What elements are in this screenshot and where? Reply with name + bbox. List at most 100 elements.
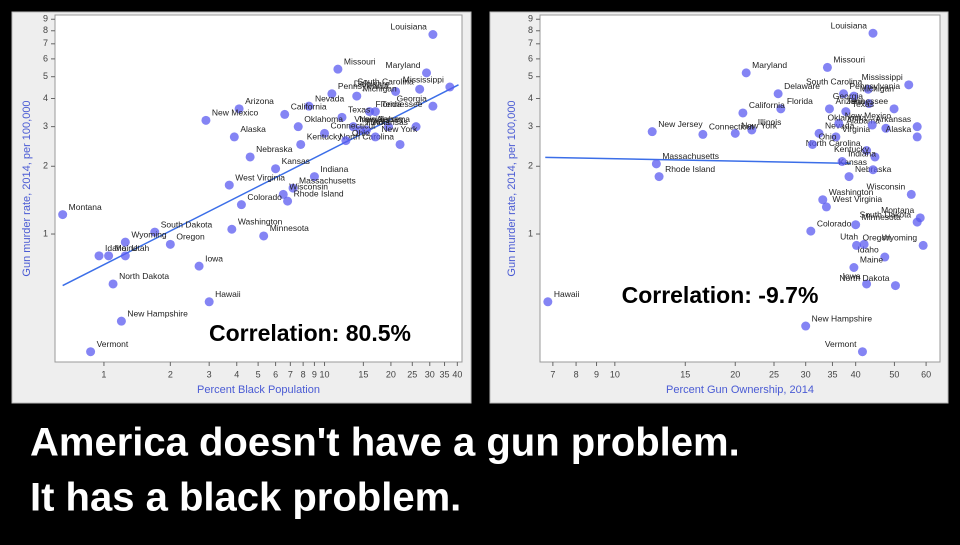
point-label: Delaware [354, 79, 390, 89]
y-tick-label: 7 [528, 38, 533, 48]
point-label: Utah [131, 243, 149, 253]
data-point [355, 125, 365, 135]
data-point [236, 200, 246, 210]
x-tick-label: 7 [550, 369, 555, 379]
data-point [890, 281, 900, 291]
data-point [824, 104, 834, 114]
data-point [881, 123, 891, 133]
data-point [120, 251, 130, 261]
point-label: Kentucky [307, 132, 343, 142]
data-point [818, 195, 828, 205]
point-label: New Mexico [845, 111, 892, 121]
data-point [852, 240, 862, 250]
data-point [698, 129, 708, 139]
data-point [651, 159, 661, 169]
point-label: Maine [860, 255, 883, 265]
point-label: Kansas [282, 156, 310, 166]
data-point [293, 122, 303, 132]
data-point [806, 226, 816, 236]
point-label: Maryland [386, 60, 421, 70]
data-point [912, 217, 922, 227]
y-tick-label: 5 [528, 71, 533, 81]
point-label: Wyoming [882, 233, 918, 243]
point-label: Colorado [247, 192, 282, 202]
point-label: North Dakota [839, 273, 889, 283]
point-label: South Dakota [161, 219, 213, 229]
point-label: Hawaii [215, 289, 241, 299]
point-label: Texas [348, 105, 370, 115]
data-point [234, 104, 244, 114]
point-label: Virginia [354, 114, 382, 124]
data-point [304, 101, 314, 111]
point-label: Arkansas [876, 114, 911, 124]
x-tick-label: 6 [273, 369, 278, 379]
data-point [918, 240, 928, 250]
point-label: West Virginia [235, 172, 285, 182]
point-label: Virginia [842, 124, 870, 134]
point-label: Kansas [839, 157, 867, 167]
data-point [859, 239, 869, 249]
data-point [801, 321, 811, 331]
x-tick-label: 35 [440, 369, 450, 379]
data-point [201, 115, 211, 125]
data-point [94, 251, 104, 261]
data-point [851, 220, 861, 230]
data-point [150, 227, 160, 237]
data-point [395, 139, 405, 149]
data-point [415, 84, 425, 94]
x-tick-label: 15 [358, 369, 368, 379]
point-label: Ohio [352, 128, 370, 138]
point-label: Massachusetts [299, 175, 356, 185]
point-label: New Mexico [212, 108, 259, 118]
annotation: Correlation: 80.5% [209, 320, 411, 346]
point-label: Tennessee [381, 99, 422, 109]
point-label: North Carolina [339, 132, 394, 142]
data-point [309, 172, 319, 182]
point-label: Tennessee [847, 96, 888, 106]
caption-line: It has a black problem. [30, 476, 461, 520]
data-point [422, 68, 432, 78]
point-label: Nebraska [256, 144, 293, 154]
data-point [104, 251, 114, 261]
x-tick-label: 8 [574, 369, 579, 379]
point-label: Wyoming [131, 229, 167, 239]
point-label: Illinois [758, 117, 782, 127]
data-point [108, 279, 118, 289]
point-label: New York [381, 124, 418, 134]
point-label: Connecticut [709, 122, 755, 132]
data-point [333, 64, 343, 74]
data-point [428, 29, 438, 39]
x-axis-title: Percent Gun Ownership, 2014 [666, 384, 814, 396]
data-point [912, 122, 922, 132]
x-axis-title: Percent Black Population [197, 384, 320, 396]
x-tick-label: 20 [730, 369, 740, 379]
point-label: Louisiana [391, 22, 428, 32]
x-tick-label: 25 [769, 369, 779, 379]
data-point [543, 297, 553, 307]
data-point [822, 62, 832, 72]
point-label: Maryland [752, 60, 787, 70]
data-point [194, 261, 204, 271]
point-label: Indiana [320, 164, 348, 174]
x-tick-label: 3 [207, 369, 212, 379]
data-point [849, 91, 859, 101]
x-tick-label: 7 [288, 369, 293, 379]
data-point [870, 152, 880, 162]
data-point [844, 172, 854, 182]
trend-line [545, 156, 851, 165]
data-point [362, 125, 372, 135]
x-tick-label: 20 [386, 369, 396, 379]
y-tick-label: 2 [528, 161, 533, 171]
data-point [341, 136, 351, 146]
point-label: Minnesota [270, 223, 309, 233]
point-label: New Jersey [359, 114, 404, 124]
data-point [904, 80, 914, 90]
point-label: Maine [115, 243, 138, 253]
point-label: Georgia [397, 93, 428, 103]
data-point [120, 237, 130, 247]
x-tick-label: 9 [594, 369, 599, 379]
point-label: New York [741, 121, 778, 131]
point-label: Iowa [843, 271, 861, 281]
point-label: Pennsylvania [850, 81, 901, 91]
